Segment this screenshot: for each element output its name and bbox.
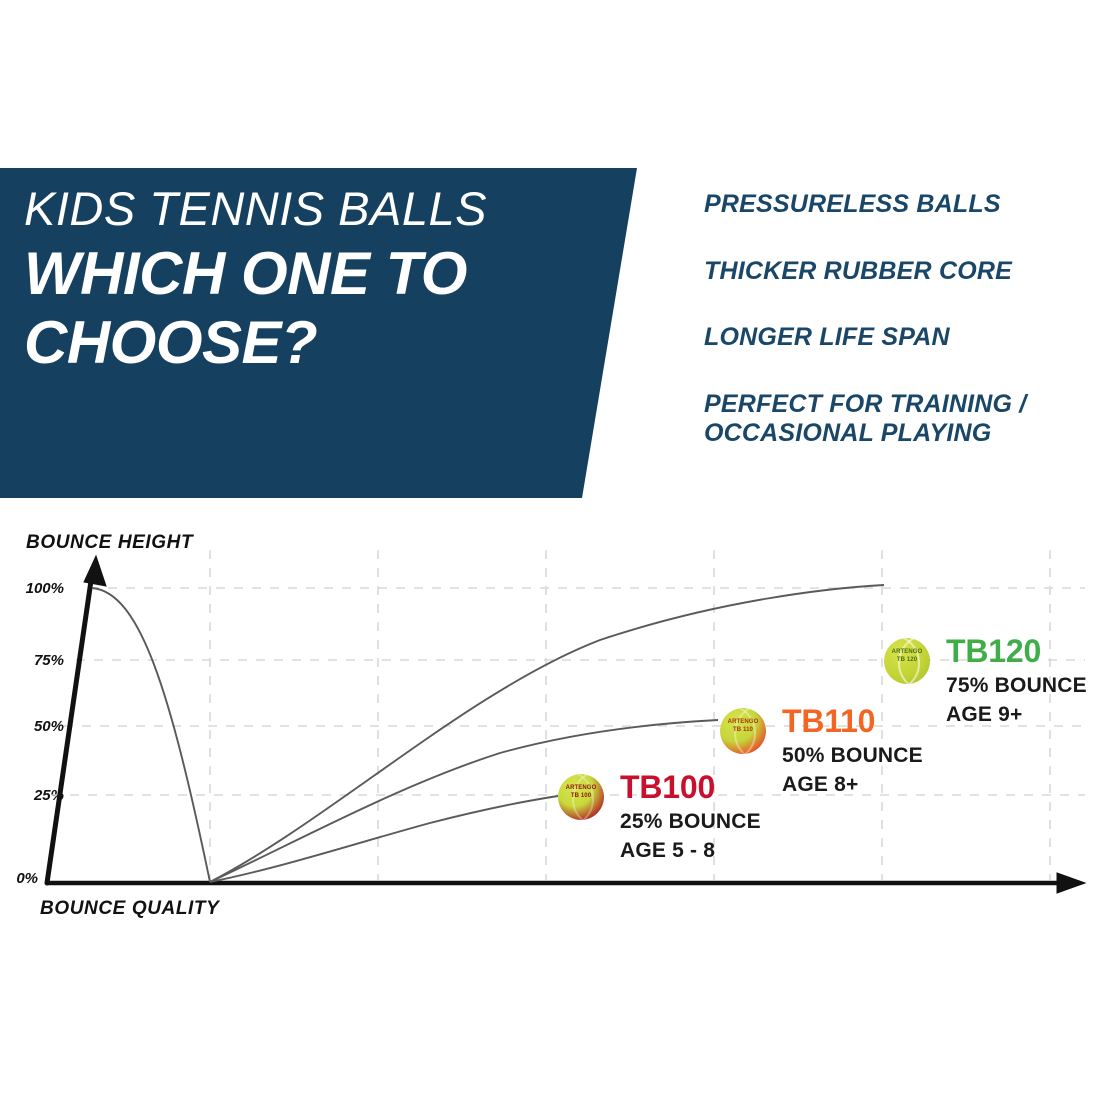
x-axis-title: BOUNCE QUALITY xyxy=(40,898,220,919)
page-title: KIDS TENNIS BALLS WHICH ONE TO CHOOSE? xyxy=(24,185,624,374)
tennis-ball-icon-tb110: ARTENGO TB 110 xyxy=(720,708,766,754)
y-axis-title: BOUNCE HEIGHT xyxy=(26,532,194,553)
y-tick-label-100: 100% xyxy=(25,580,64,597)
feature-item-longer-life-span: LONGER LIFE SPAN xyxy=(704,323,950,351)
tb110-ball-label: ARTENGO TB 110 xyxy=(727,719,759,733)
y-axis-line xyxy=(44,571,95,886)
chart-plot-svg xyxy=(44,550,1087,894)
model-name-tb110: TB110 xyxy=(782,703,876,739)
y-axis-arrow xyxy=(83,554,107,587)
model-name-tb100: TB100 xyxy=(620,769,716,805)
tb120-ball-label: ARTENGO TB 120 xyxy=(891,649,923,663)
y-tick-label-75: 75% xyxy=(33,652,64,669)
model-age-tb120: AGE 9+ xyxy=(946,702,1023,726)
feature-list: PRESSURELESS BALLS THICKER RUBBER CORE L… xyxy=(704,190,1094,449)
y-tick-label-25: 25% xyxy=(33,787,64,804)
model-name-tb120: TB120 xyxy=(946,633,1042,669)
curve-tb120 xyxy=(209,584,885,883)
feature-item-pressureless-balls: PRESSURELESS BALLS xyxy=(704,190,1001,218)
y-tick-label-50: 50% xyxy=(33,718,64,735)
model-age-tb100: AGE 5 - 8 xyxy=(620,838,716,862)
model-age-tb110: AGE 8+ xyxy=(782,772,859,796)
curve-drop xyxy=(91,587,211,883)
bounce-chart: BOUNCE HEIGHT BOUNCE QUALITY 100% 75% 50… xyxy=(0,520,1100,940)
callout-text-tb120: TB120 75% BOUNCE AGE 9+ xyxy=(946,635,1087,730)
model-bounce-tb120: 75% BOUNCE xyxy=(946,674,1087,697)
feature-item-perfect-for-training: PERFECT FOR TRAINING / OCCASIONAL PLAYIN… xyxy=(704,389,1027,448)
y-tick-label-0: 0% xyxy=(16,870,38,887)
curve-tb110 xyxy=(209,719,719,883)
x-axis-arrow xyxy=(1056,872,1087,894)
callout-text-tb110: TB110 50% BOUNCE AGE 8+ xyxy=(782,705,923,800)
model-bounce-tb100: 25% BOUNCE xyxy=(620,810,761,833)
page-title-line-2: WHICH ONE TO xyxy=(24,240,467,307)
tb100-ball-label: ARTENGO TB 100 xyxy=(565,785,597,799)
chart-gridlines xyxy=(52,550,1085,880)
page-title-line-3: CHOOSE? xyxy=(24,309,318,376)
feature-item-thicker-rubber-core: THICKER RUBBER CORE xyxy=(704,256,1012,285)
tennis-ball-icon-tb100: ARTENGO TB 100 xyxy=(558,774,604,820)
chart-axes xyxy=(44,554,1087,894)
tennis-ball-icon-tb120: ARTENGO TB 120 xyxy=(884,638,930,684)
chart-curves xyxy=(91,584,885,883)
header-banner xyxy=(0,168,637,498)
callout-text-tb100: TB100 25% BOUNCE AGE 5 - 8 xyxy=(620,771,761,866)
curve-tb100 xyxy=(209,795,559,883)
page-title-line-1: KIDS TENNIS BALLS xyxy=(24,182,487,235)
model-bounce-tb110: 50% BOUNCE xyxy=(782,744,923,767)
